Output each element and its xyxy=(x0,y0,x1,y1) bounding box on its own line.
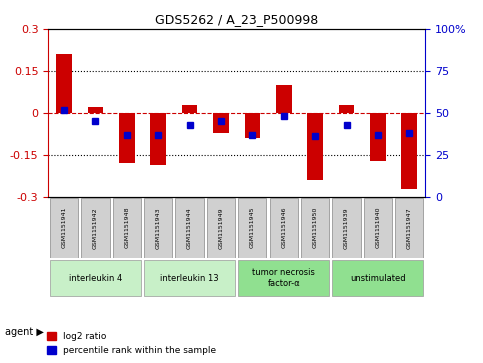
FancyBboxPatch shape xyxy=(144,260,235,296)
Bar xyxy=(339,105,355,113)
FancyBboxPatch shape xyxy=(332,260,424,296)
Bar xyxy=(150,113,166,165)
FancyBboxPatch shape xyxy=(50,198,78,258)
FancyBboxPatch shape xyxy=(395,198,424,258)
FancyBboxPatch shape xyxy=(175,198,204,258)
Text: GSM1151946: GSM1151946 xyxy=(281,207,286,248)
Bar xyxy=(307,113,323,180)
FancyBboxPatch shape xyxy=(238,198,267,258)
Legend: log2 ratio, percentile rank within the sample: log2 ratio, percentile rank within the s… xyxy=(43,329,220,359)
FancyBboxPatch shape xyxy=(270,198,298,258)
Text: GSM1151948: GSM1151948 xyxy=(124,207,129,248)
FancyBboxPatch shape xyxy=(238,260,329,296)
Text: GSM1151942: GSM1151942 xyxy=(93,207,98,249)
Bar xyxy=(56,54,72,113)
Bar xyxy=(213,113,229,132)
Bar xyxy=(401,113,417,188)
Text: unstimulated: unstimulated xyxy=(350,274,406,282)
FancyBboxPatch shape xyxy=(332,198,361,258)
Text: GSM1151939: GSM1151939 xyxy=(344,207,349,249)
Text: GSM1151943: GSM1151943 xyxy=(156,207,161,249)
Text: tumor necrosis
factor-α: tumor necrosis factor-α xyxy=(252,268,315,288)
FancyBboxPatch shape xyxy=(207,198,235,258)
Text: agent ▶: agent ▶ xyxy=(5,327,43,337)
Title: GDS5262 / A_23_P500998: GDS5262 / A_23_P500998 xyxy=(155,13,318,26)
Text: GSM1151950: GSM1151950 xyxy=(313,207,318,248)
Text: GSM1151945: GSM1151945 xyxy=(250,207,255,248)
Text: GSM1151949: GSM1151949 xyxy=(218,207,224,249)
Text: GSM1151944: GSM1151944 xyxy=(187,207,192,249)
FancyBboxPatch shape xyxy=(113,198,141,258)
Text: GSM1151941: GSM1151941 xyxy=(61,207,67,248)
FancyBboxPatch shape xyxy=(81,198,110,258)
Text: interleukin 13: interleukin 13 xyxy=(160,274,219,282)
FancyBboxPatch shape xyxy=(50,260,141,296)
FancyBboxPatch shape xyxy=(364,198,392,258)
Bar xyxy=(276,85,292,113)
Bar xyxy=(87,107,103,113)
Bar xyxy=(244,113,260,138)
Bar xyxy=(119,113,135,163)
Text: interleukin 4: interleukin 4 xyxy=(69,274,122,282)
Text: GSM1151947: GSM1151947 xyxy=(407,207,412,249)
Text: GSM1151940: GSM1151940 xyxy=(375,207,381,248)
Bar xyxy=(182,105,198,113)
FancyBboxPatch shape xyxy=(301,198,329,258)
Bar xyxy=(370,113,386,160)
FancyBboxPatch shape xyxy=(144,198,172,258)
